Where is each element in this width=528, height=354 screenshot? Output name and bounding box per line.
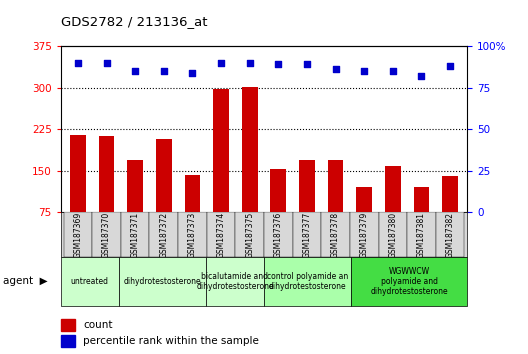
Bar [127,160,143,212]
Bar [328,160,343,212]
Bar [299,160,315,212]
Point [188,70,196,75]
Point [303,62,311,67]
Point [446,63,454,69]
Bar [407,212,436,257]
Text: agent  ▶: agent ▶ [3,276,48,286]
Text: GSM187380: GSM187380 [388,211,398,258]
Bar [156,139,172,212]
Text: GSM187370: GSM187370 [102,211,111,258]
Text: count: count [83,320,112,330]
Bar [61,212,467,257]
Text: GSM187371: GSM187371 [130,211,140,258]
Bar [207,212,235,257]
Text: bicalutamide and
dihydrotestosterone: bicalutamide and dihydrotestosterone [196,272,274,291]
Bar [213,89,229,212]
Bar [92,212,121,257]
Point [74,60,82,65]
Bar [379,212,407,257]
Point [417,73,426,79]
Point [274,62,282,67]
Bar [235,212,264,257]
Bar [442,176,458,212]
Point [159,68,168,74]
Bar [321,212,350,257]
Text: WGWWCW
polyamide and
dihydrotestosterone: WGWWCW polyamide and dihydrotestosterone [370,267,448,296]
Point [246,60,254,65]
Point [360,68,369,74]
Point [102,60,111,65]
Text: GSM187378: GSM187378 [331,211,340,258]
Bar [351,257,467,306]
Text: dihydrotestosterone: dihydrotestosterone [124,277,201,286]
Text: GSM187375: GSM187375 [245,211,254,258]
Text: GSM187374: GSM187374 [216,211,225,258]
Bar [70,135,86,212]
Bar [385,166,401,212]
Bar [149,212,178,257]
Text: GSM187381: GSM187381 [417,212,426,257]
Bar [178,212,207,257]
Point [389,68,397,74]
Text: GSM187377: GSM187377 [303,211,312,258]
Text: percentile rank within the sample: percentile rank within the sample [83,336,259,346]
Bar [206,257,264,306]
Bar [185,175,200,212]
Bar [356,188,372,212]
Bar [119,257,206,306]
Bar [61,335,75,347]
Text: GSM187373: GSM187373 [188,211,197,258]
Bar [63,212,92,257]
Bar [293,212,321,257]
Point [131,68,139,74]
Bar [264,257,351,306]
Bar [61,257,119,306]
Text: control polyamide an
dihydrotestosterone: control polyamide an dihydrotestosterone [267,272,348,291]
Bar [413,188,429,212]
Bar [264,212,293,257]
Text: GSM187369: GSM187369 [73,211,82,258]
Text: GSM187372: GSM187372 [159,211,168,258]
Bar [350,212,379,257]
Bar [61,319,75,331]
Bar [270,169,286,212]
Text: GDS2782 / 213136_at: GDS2782 / 213136_at [61,15,207,28]
Bar [242,86,258,212]
Bar [436,212,465,257]
Point [332,67,340,72]
Bar [99,136,115,212]
Text: GSM187382: GSM187382 [446,212,455,257]
Point [217,60,225,65]
Text: GSM187379: GSM187379 [360,211,369,258]
Text: GSM187376: GSM187376 [274,211,283,258]
Text: untreated: untreated [71,277,109,286]
Bar [121,212,149,257]
